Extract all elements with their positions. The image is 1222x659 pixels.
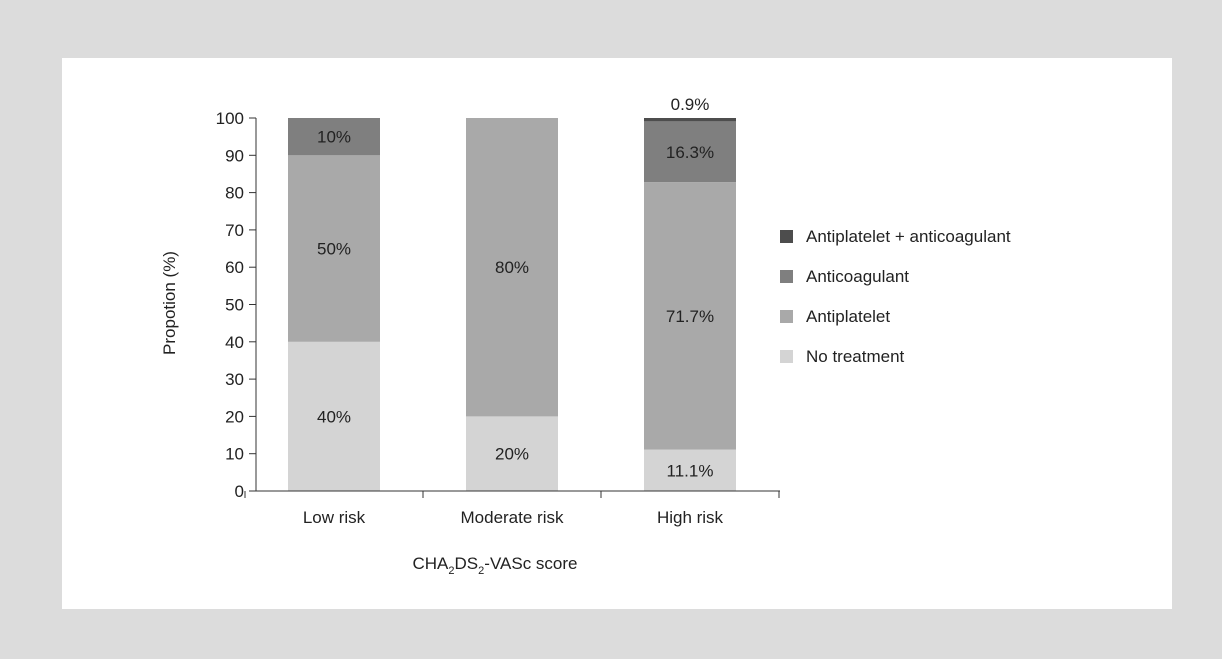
y-tick-label-60: 60 [225, 258, 244, 277]
bar-segment-2-3 [644, 118, 736, 122]
chart-panel: 40% 50% 10% 20% 80% 11.1% 71.7% 16.3% 0.9% 0 10 20… [62, 58, 1172, 609]
x-tick-label-0: Low risk [303, 508, 366, 527]
bar-segment-1-1 [466, 118, 558, 417]
data-label-0-2: 10% [317, 128, 351, 147]
legend-label-0: Antiplatelet + anticoagulant [806, 227, 1011, 246]
legend-swatch-2 [780, 310, 793, 323]
data-label-0-0: 40% [317, 407, 351, 426]
legend-swatch-1 [780, 270, 793, 283]
y-tick-label-50: 50 [225, 296, 244, 315]
y-tick-label-90: 90 [225, 146, 244, 165]
data-label-1-1: 80% [495, 258, 529, 277]
y-tick-label-100: 100 [216, 109, 244, 128]
bars-group [288, 118, 736, 491]
bar-segment-1-0 [466, 416, 558, 491]
data-label-1-0: 20% [495, 445, 529, 464]
bar-segment-0-0 [288, 341, 380, 491]
data-label-0-1: 50% [317, 240, 351, 259]
x-axis-label: CHA2DS2-VASc score [413, 554, 578, 577]
y-tick-label-80: 80 [225, 184, 244, 203]
legend-swatch-0 [780, 230, 793, 243]
legend-swatch-3 [780, 350, 793, 363]
bar-segment-2-0 [644, 449, 736, 491]
legend-label-2: Antiplatelet [806, 307, 890, 326]
x-tick-label-2: High risk [657, 508, 724, 527]
y-tick-label-20: 20 [225, 407, 244, 426]
stacked-bar-chart: 40% 50% 10% 20% 80% 11.1% 71.7% 16.3% 0.9% 0 10 20… [160, 95, 1011, 577]
data-label-2-2: 16.3% [666, 143, 714, 162]
data-label-2-3: 0.9% [671, 95, 710, 114]
data-labels-group: 40% 50% 10% 20% 80% 11.1% 71.7% 16.3% 0.9% [317, 95, 714, 480]
y-tick-label-0: 0 [235, 482, 244, 501]
y-tick-label-30: 30 [225, 370, 244, 389]
x-tick-label-1: Moderate risk [461, 508, 564, 527]
y-tick-label-70: 70 [225, 221, 244, 240]
legend-label-1: Anticoagulant [806, 267, 909, 286]
legend: Antiplatelet + anticoagulant Anticoagulan… [780, 227, 1011, 366]
y-axis-label: Propotion (%) [160, 251, 179, 355]
bar-segment-2-2 [644, 121, 736, 183]
legend-label-3: No treatment [806, 347, 905, 366]
bar-segment-2-1 [644, 182, 736, 450]
bar-segment-0-2 [288, 118, 380, 156]
data-label-2-0: 11.1% [667, 461, 714, 480]
y-tick-label-10: 10 [225, 445, 244, 464]
data-label-2-1: 71.7% [666, 307, 714, 326]
y-tick-label-40: 40 [225, 333, 244, 352]
bar-segment-0-1 [288, 155, 380, 342]
axes-group: 0 10 20 30 40 50 60 70 80 90 100 Low risk Moderate r… [216, 109, 780, 527]
